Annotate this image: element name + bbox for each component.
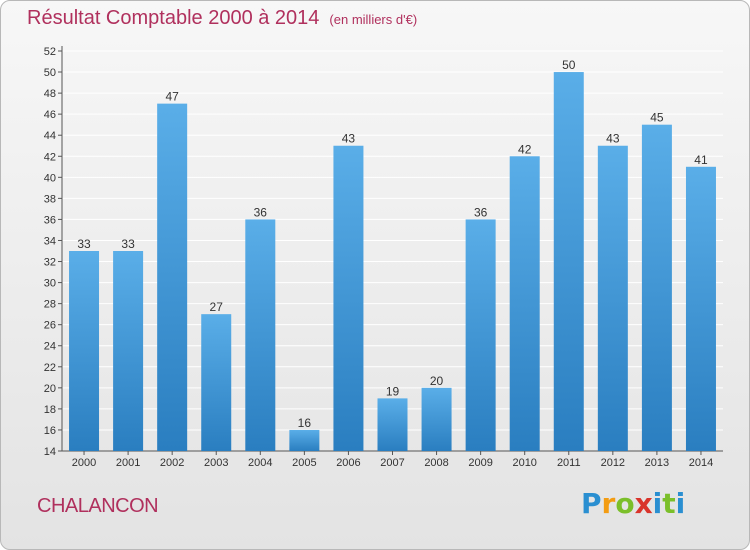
y-tick-label: 52	[44, 46, 56, 58]
logo-letter: i	[652, 487, 663, 520]
y-tick-label: 38	[44, 193, 56, 205]
x-tick-label-2013: 2013	[645, 457, 669, 469]
bar-2006	[333, 145, 364, 451]
y-tick-label: 22	[44, 362, 56, 374]
y-tick-label: 30	[44, 278, 56, 290]
bar-2009	[465, 219, 496, 451]
bar-2004	[245, 219, 276, 451]
y-tick-label: 44	[44, 130, 56, 142]
y-tick-label: 14	[44, 446, 56, 458]
bar-2012	[597, 145, 628, 451]
x-tick-label-2002: 2002	[160, 457, 184, 469]
bar-2000	[69, 251, 100, 451]
y-tick-label: 34	[44, 235, 56, 247]
bars	[69, 72, 716, 452]
value-label-2001: 33	[121, 237, 135, 251]
logo-letter: P	[581, 487, 602, 520]
y-tick-label: 18	[44, 404, 56, 416]
bar-2005	[289, 429, 320, 451]
x-tick-label-2000: 2000	[72, 457, 96, 469]
bar-2010	[509, 156, 540, 451]
value-label-2010: 42	[518, 142, 532, 156]
bar-2008	[421, 387, 452, 451]
chart-title: Résultat Comptable 2000 à 2014 (en millie…	[27, 7, 417, 30]
value-label-2000: 33	[77, 237, 91, 251]
y-tick-label: 28	[44, 299, 56, 311]
x-tick-labels: 2000 2001 2002 2003 2004 2005 2006 2007 2008 2009…	[72, 451, 713, 469]
value-label-2009: 36	[474, 205, 488, 219]
value-labels: 33 33 47 27 36 16 43 19 20 36 42 50 43 45 41	[77, 58, 708, 430]
y-tick-label: 16	[44, 425, 56, 437]
x-tick-label-2004: 2004	[248, 457, 272, 469]
value-label-2005: 16	[298, 416, 312, 430]
x-tick-label-2011: 2011	[557, 457, 581, 469]
x-tick-label-2014: 2014	[689, 457, 713, 469]
y-tick-label: 24	[44, 341, 56, 353]
value-label-2006: 43	[342, 132, 356, 146]
y-tick-label: 26	[44, 320, 56, 332]
chart-title-main: Résultat Comptable 2000 à 2014	[27, 7, 320, 29]
y-tick-label: 32	[44, 257, 56, 269]
x-tick-label-2012: 2012	[601, 457, 625, 469]
x-tick-label-2007: 2007	[380, 457, 404, 469]
y-tick-label: 20	[44, 383, 56, 395]
value-label-2012: 43	[606, 132, 620, 146]
bar-2001	[113, 251, 144, 451]
x-tick-label-2010: 2010	[512, 457, 536, 469]
y-tick-label: 36	[44, 214, 56, 226]
chart-title-unit: (en milliers d'€)	[329, 12, 418, 27]
value-label-2004: 36	[254, 205, 268, 219]
value-label-2007: 19	[386, 384, 400, 398]
y-tick-label: 42	[44, 151, 56, 163]
bar-2002	[157, 103, 188, 451]
logo-letter: x	[634, 487, 653, 520]
proxiti-logo: Proxiti	[581, 487, 685, 520]
value-label-2002: 47	[165, 90, 179, 104]
y-tick-labels: 14 16 18 20 22 24 26 28 30 32 34 36 38 40 42 44 46 48 50 52	[44, 46, 62, 458]
value-label-2003: 27	[210, 300, 224, 314]
x-tick-label-2006: 2006	[336, 457, 360, 469]
commune-name: CHALANCON	[37, 495, 159, 517]
x-tick-label-2009: 2009	[468, 457, 492, 469]
logo-letter: t	[662, 487, 676, 520]
bar-2003	[201, 314, 232, 451]
bar-2011	[553, 72, 584, 451]
y-tick-label: 46	[44, 109, 56, 121]
x-tick-label-2005: 2005	[292, 457, 316, 469]
value-label-2008: 20	[430, 374, 444, 388]
logo-letter: r	[601, 487, 616, 520]
logo-letter: i	[675, 487, 686, 520]
x-tick-label-2008: 2008	[424, 457, 448, 469]
bar-2013	[641, 124, 672, 452]
bar-2014	[685, 166, 716, 451]
logo-letter: o	[615, 487, 635, 520]
value-label-2013: 45	[650, 111, 664, 125]
value-label-2011: 50	[562, 58, 576, 72]
y-tick-label: 48	[44, 88, 56, 100]
x-tick-label-2003: 2003	[204, 457, 228, 469]
y-tick-label: 50	[44, 67, 56, 79]
y-tick-label: 40	[44, 172, 56, 184]
x-tick-label-2001: 2001	[116, 457, 140, 469]
value-label-2014: 41	[694, 153, 708, 167]
bar-2007	[377, 398, 408, 451]
